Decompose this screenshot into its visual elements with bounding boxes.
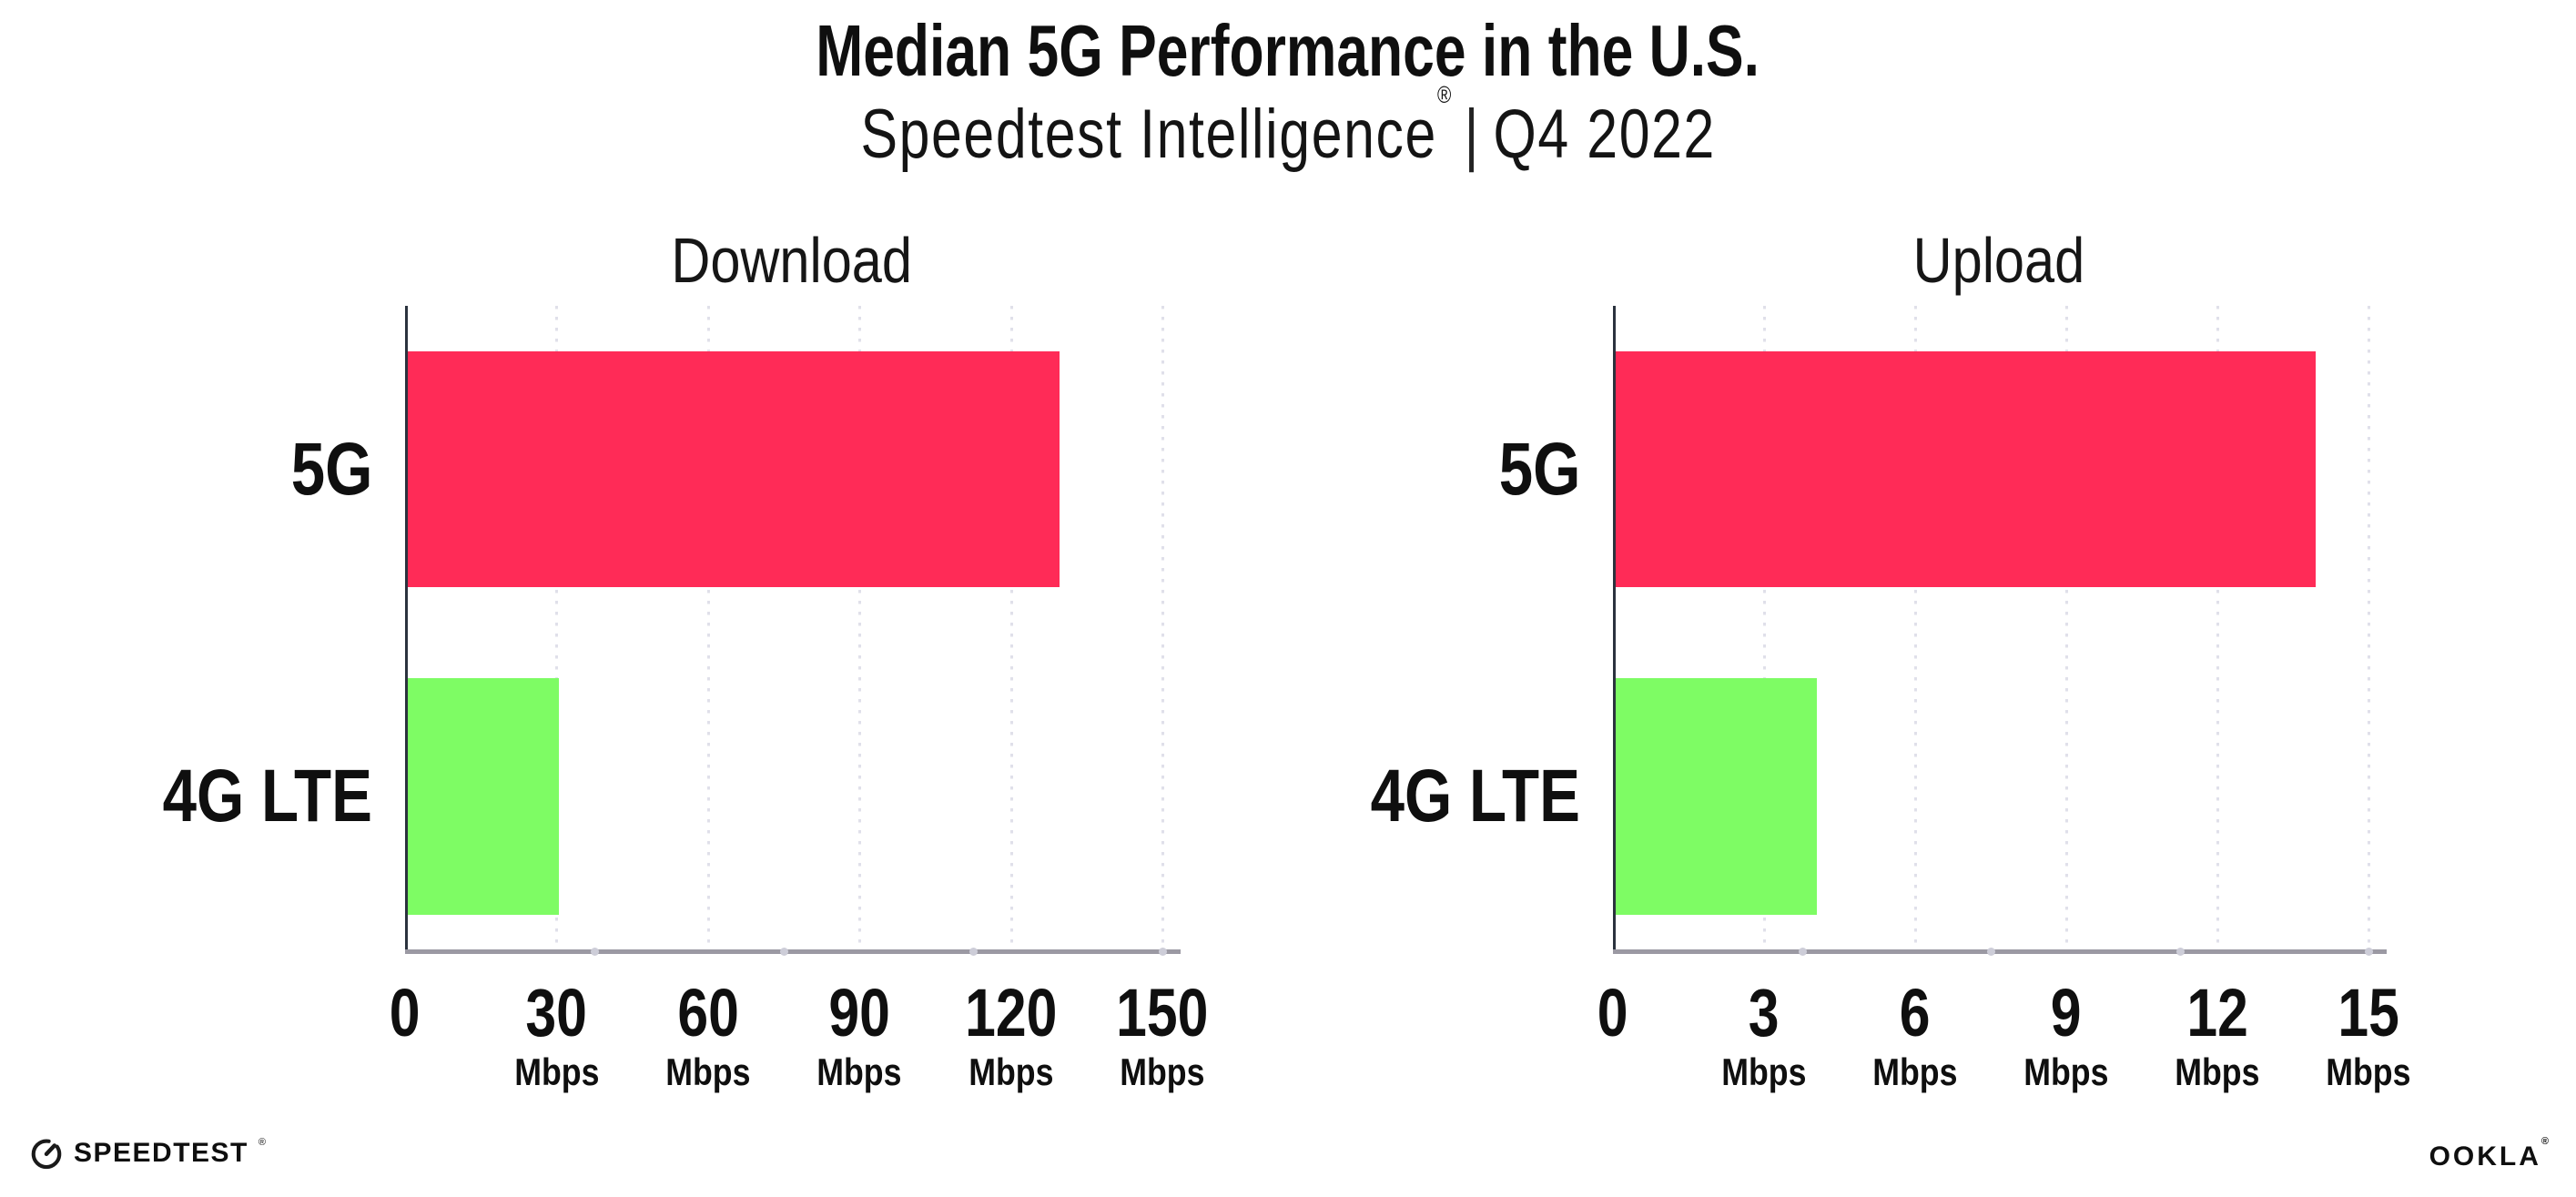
axis-minor-dot (1159, 948, 1167, 956)
registered-mark: ® (2541, 1136, 2549, 1147)
x-tick-unit: Mbps (2326, 1050, 2411, 1094)
speedtest-gauge-icon (29, 1136, 64, 1171)
bar-4g-lte-download (408, 678, 560, 915)
ookla-logo: OOKLA® (2429, 1136, 2549, 1172)
gridline (1161, 306, 1164, 950)
x-tick-unit: Mbps (1120, 1050, 1205, 1094)
subtitle-period: Q4 2022 (1493, 96, 1716, 173)
axis-minor-dot (1987, 948, 1995, 956)
gridline (858, 306, 862, 950)
x-tick-unit: Mbps (2023, 1050, 2109, 1094)
gridline (1914, 306, 1917, 950)
page-title-text: Median 5G Performance in the U.S. (816, 10, 1760, 91)
category-label-5g: 5G (290, 427, 372, 511)
download-chart-title: Download (671, 225, 913, 296)
upload-plot: 5G 4G LTE 0 3 Mbps 6 Mbps 9 Mbps 12 Mbps… (1371, 306, 2411, 1091)
y-axis-line (1613, 306, 1616, 950)
x-tick-unit: Mbps (2175, 1050, 2260, 1094)
x-tick: 30 Mbps (438, 975, 674, 1094)
axis-minor-dot (2365, 948, 2373, 956)
registered-mark: ® (258, 1137, 266, 1148)
gridline (1009, 306, 1013, 950)
axis-minor-dot (1798, 948, 1807, 956)
upload-chart-title: Upload (1912, 225, 2085, 296)
x-tick: 3 Mbps (1646, 975, 1882, 1094)
x-tick: 60 Mbps (590, 975, 827, 1094)
subtitle-divider: | (1464, 96, 1480, 173)
x-tick: 12 Mbps (2099, 975, 2336, 1094)
x-tick-unit: Mbps (816, 1050, 902, 1094)
x-tick: 0 (1495, 975, 1731, 1050)
bar-5g-download (408, 351, 1060, 587)
x-tick-label: 30 (525, 975, 588, 1050)
x-tick-label: 12 (2186, 975, 2248, 1050)
x-tick: 6 Mbps (1797, 975, 2033, 1094)
page-subtitle: Speedtest Intelligence® | Q4 2022 (0, 81, 2576, 174)
gridline (555, 306, 559, 950)
page-title: Median 5G Performance in the U.S. (0, 9, 2576, 93)
speedtest-logo: SPEEDTEST ® (29, 1136, 266, 1171)
x-tick-label: 0 (1597, 975, 1628, 1050)
bar-5g-upload (1616, 351, 2317, 587)
category-label-4g-lte: 4G LTE (1370, 755, 1580, 837)
category-label-5g: 5G (1498, 427, 1580, 511)
gridline (2368, 306, 2370, 950)
axis-minor-dot (780, 948, 788, 956)
x-tick-unit: Mbps (1872, 1050, 1958, 1094)
x-tick-label: 9 (2051, 975, 2082, 1050)
x-axis-line (1613, 949, 2387, 954)
download-plot: 5G 4G LTE 0 30 Mbps 60 Mbps 90 Mbps 120 … (163, 306, 1209, 1091)
x-tick-unit: Mbps (968, 1050, 1054, 1094)
x-tick-label: 3 (1749, 975, 1780, 1050)
x-tick: 150 Mbps (1044, 975, 1281, 1094)
x-tick-unit: Mbps (1721, 1050, 1807, 1094)
x-tick-label: 0 (390, 975, 421, 1050)
gridline (706, 306, 710, 950)
bar-4g-lte-upload (1616, 678, 1818, 915)
x-tick: 120 Mbps (893, 975, 1130, 1094)
category-label-4g-lte: 4G LTE (162, 755, 372, 837)
x-axis-line (405, 949, 1181, 954)
axis-minor-dot (591, 948, 599, 956)
gridline (1763, 306, 1766, 950)
speedtest-logo-text: SPEEDTEST (74, 1138, 248, 1168)
y-axis-line (405, 306, 408, 950)
registered-mark: ® (1436, 80, 1452, 108)
x-tick: 15 Mbps (2250, 975, 2487, 1094)
x-tick-label: 60 (677, 975, 739, 1050)
x-tick: 90 Mbps (741, 975, 978, 1094)
x-tick-label: 15 (2338, 975, 2399, 1050)
axis-minor-dot (2175, 948, 2185, 956)
x-tick-label: 90 (828, 975, 890, 1050)
gridline (2216, 306, 2219, 950)
x-tick-label: 6 (1900, 975, 1931, 1050)
gridline (2065, 306, 2068, 950)
axis-minor-dot (969, 948, 978, 956)
x-tick-unit: Mbps (665, 1050, 751, 1094)
x-tick: 0 (287, 975, 523, 1050)
ookla-logo-text: OOKLA (2429, 1141, 2541, 1172)
x-tick-label: 150 (1116, 975, 1209, 1050)
x-tick-unit: Mbps (513, 1050, 599, 1094)
subtitle-brand: Speedtest Intelligence (860, 96, 1437, 173)
x-tick-label: 120 (964, 975, 1058, 1050)
x-tick: 9 Mbps (1948, 975, 2185, 1094)
